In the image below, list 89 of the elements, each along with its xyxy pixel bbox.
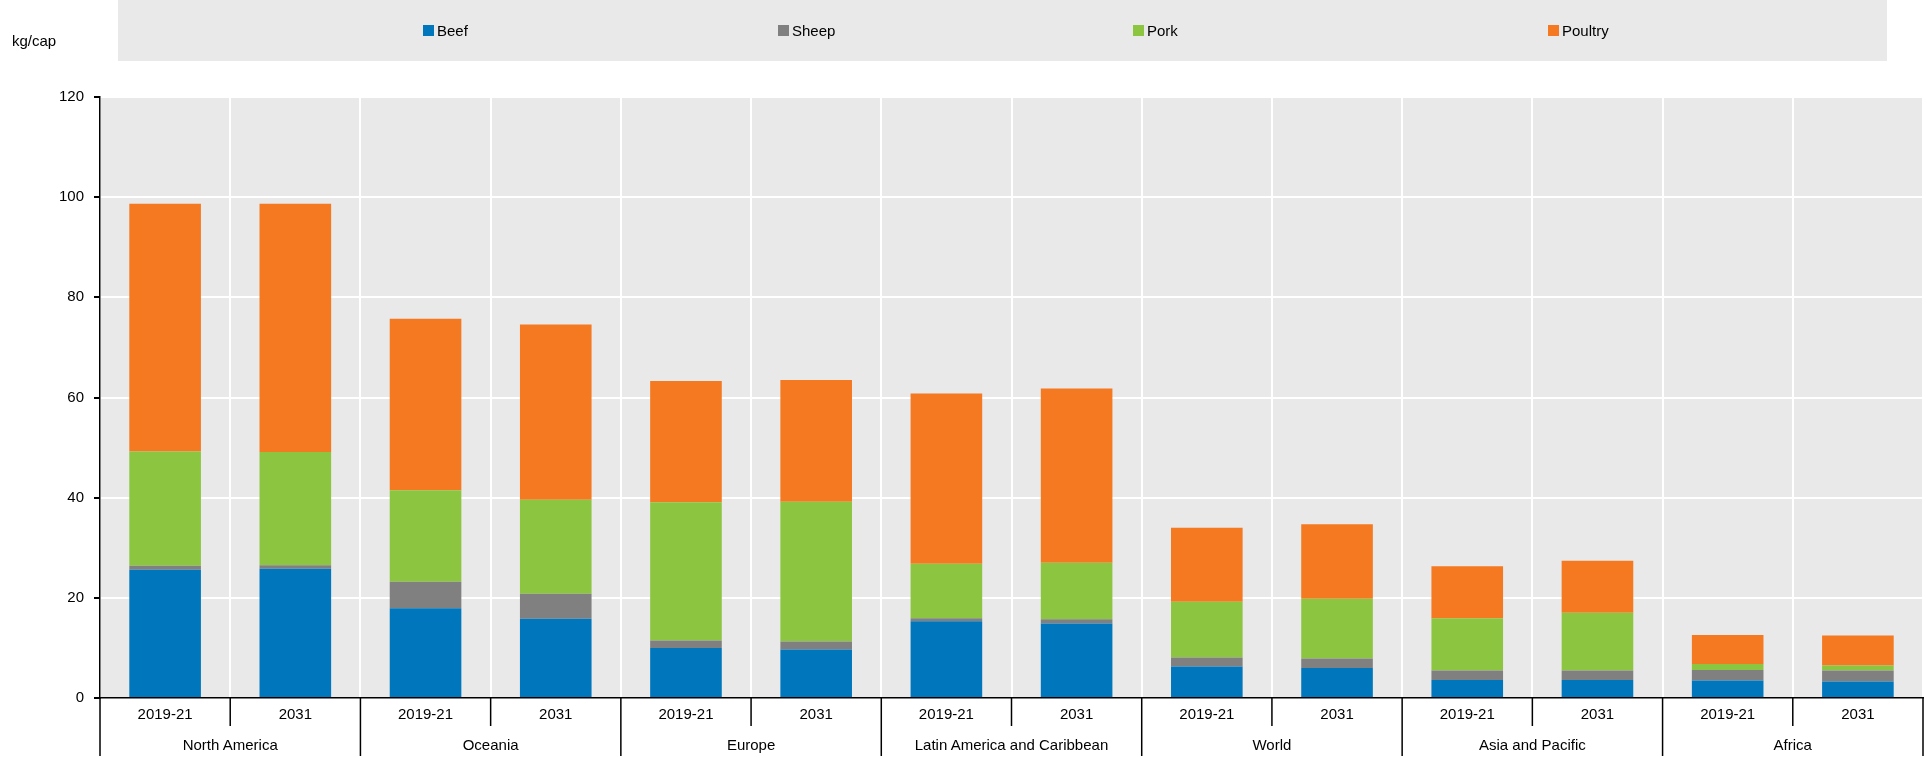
bar (1431, 618, 1504, 671)
legend-label: Beef (437, 22, 468, 39)
x-tick-label: 2019-21 (658, 705, 714, 723)
text: Asia and Pacific (1478, 736, 1587, 754)
x-tick-label: 2031 (1841, 705, 1875, 723)
bar (1822, 665, 1894, 671)
bar (1301, 658, 1373, 668)
bar (780, 641, 852, 650)
bar (910, 563, 983, 619)
bar (650, 640, 722, 648)
bar (259, 203, 332, 453)
y-tick-label: 20 (67, 587, 84, 605)
x-tick-label: 2019-21 (1179, 705, 1235, 723)
bar (389, 581, 462, 609)
bar (129, 569, 201, 697)
y-tick-label: 80 (67, 287, 84, 305)
x-tick-label: 2019-21 (918, 705, 974, 723)
bar (1822, 670, 1894, 682)
x-tick-label: 2019-21 (137, 705, 193, 723)
text: Latin America and Caribbean (914, 736, 1109, 754)
bar (650, 647, 722, 697)
bar (1040, 619, 1113, 624)
bar (1691, 634, 1764, 664)
bar (389, 318, 462, 491)
bar (780, 649, 852, 697)
text: Oceania (462, 736, 520, 754)
bar (1040, 388, 1113, 563)
bar (1171, 601, 1243, 658)
bar (1691, 669, 1764, 681)
bar (780, 501, 852, 642)
bar (650, 380, 722, 503)
bar (519, 593, 592, 619)
y-tick-label: 40 (67, 487, 84, 505)
bar (389, 490, 462, 582)
y-tick-label: 120 (58, 87, 84, 105)
bar (1822, 681, 1894, 697)
text: North America (182, 736, 279, 754)
bar (1431, 679, 1504, 697)
bar (1431, 670, 1504, 680)
bar (1171, 527, 1243, 602)
bar (389, 608, 462, 697)
bar (1040, 623, 1113, 697)
y-tick-label: 60 (67, 387, 84, 405)
bar (780, 379, 852, 502)
x-tick-label: 2031 (539, 705, 573, 723)
text: Africa (1773, 736, 1813, 754)
bar (519, 324, 592, 500)
x-tick-label: 2031 (1580, 705, 1615, 723)
bar (1691, 663, 1764, 670)
bar (259, 452, 332, 566)
bar (910, 621, 983, 697)
bar (1561, 560, 1634, 613)
bar (1561, 612, 1634, 671)
x-tick-label: 2019-21 (1439, 705, 1495, 723)
bar (1301, 598, 1373, 659)
legend-label: Poultry (1562, 22, 1609, 39)
x-tick-label: 2019-21 (1700, 705, 1756, 723)
y-tick-label: 100 (58, 187, 84, 205)
bar (1691, 680, 1764, 697)
x-tick-label: 2031 (278, 705, 313, 723)
bar (1301, 667, 1373, 697)
bar (1431, 566, 1504, 619)
bar (519, 618, 592, 697)
bar (129, 565, 201, 570)
x-tick-label: 2019-21 (398, 705, 454, 723)
bar (1301, 524, 1373, 599)
bar (1822, 635, 1894, 666)
x-tick-label: 2031 (799, 705, 833, 723)
bar (259, 568, 332, 697)
bar (129, 203, 201, 452)
bar (519, 499, 592, 594)
bar (1561, 679, 1634, 697)
bar (259, 565, 332, 569)
bar (1040, 562, 1113, 620)
text: World (1252, 736, 1292, 754)
bar (1171, 666, 1243, 697)
y-tick-label: 0 (75, 688, 84, 706)
bar (910, 393, 983, 564)
bar (129, 451, 201, 566)
x-tick-label: 2031 (1059, 705, 1094, 723)
legend-label: Pork (1147, 22, 1178, 39)
bar (1561, 670, 1634, 680)
text: Europe (726, 736, 776, 754)
bar (650, 502, 722, 641)
legend-label: Sheep (792, 22, 836, 39)
x-tick-label: 2031 (1320, 705, 1354, 723)
bar (910, 618, 983, 622)
y-axis-title: kg/cap (12, 32, 57, 49)
bar (1171, 657, 1243, 667)
